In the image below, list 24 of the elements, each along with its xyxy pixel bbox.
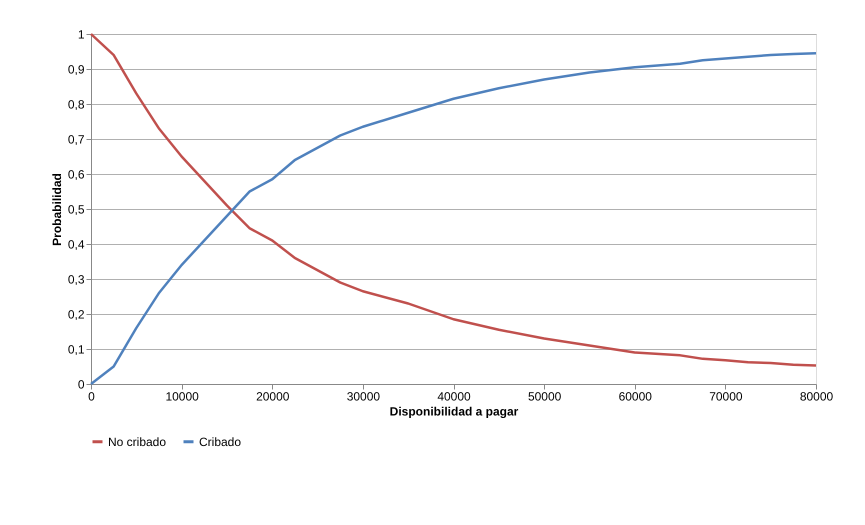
y-tick-label: 0,9 xyxy=(68,62,85,76)
x-tick-label: 80000 xyxy=(800,390,834,404)
x-tick-label: 20000 xyxy=(256,390,290,404)
x-tick-label: 10000 xyxy=(165,390,200,404)
y-tick-label: 0,3 xyxy=(68,272,85,286)
x-tick-label: 30000 xyxy=(346,390,380,404)
y-axis-title: Probabilidad xyxy=(50,173,64,246)
x-tick-label: 70000 xyxy=(709,390,743,404)
y-tick-label: 0,6 xyxy=(68,168,85,182)
x-tick-label: 60000 xyxy=(618,390,652,404)
y-tick-label: 0 xyxy=(78,378,85,392)
y-tick-label: 0,1 xyxy=(68,342,85,356)
legend-label: No cribado xyxy=(108,434,166,449)
y-tick-label: 0,7 xyxy=(68,132,85,146)
y-tick-label: 0,2 xyxy=(68,308,85,322)
y-tick-label: 0,8 xyxy=(68,98,85,112)
y-tick-label: 1 xyxy=(78,28,85,42)
y-tick-label: 0,4 xyxy=(68,238,85,252)
x-axis-title: Disponibilidad a pagar xyxy=(390,404,519,418)
x-tick-label: 50000 xyxy=(528,390,562,404)
x-tick-label: 0 xyxy=(88,390,96,404)
legend-label: Cribado xyxy=(199,434,242,449)
y-tick-label: 0,5 xyxy=(68,202,85,216)
x-tick-label: 40000 xyxy=(437,390,472,404)
